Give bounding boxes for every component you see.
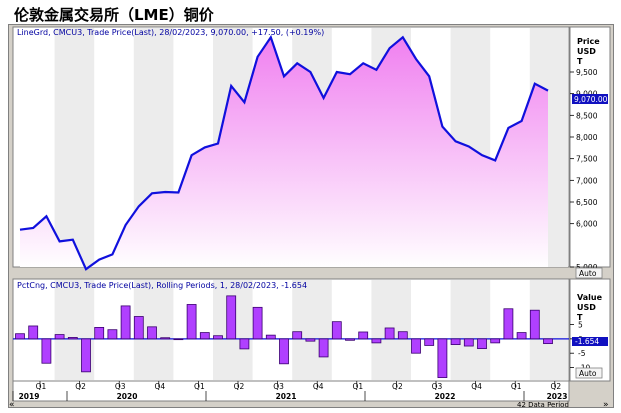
change-last-badge — [572, 337, 608, 346]
data-period-label: 42 Data Period — [517, 401, 569, 409]
x-year-label: 2022 — [435, 392, 456, 401]
change-bar — [226, 295, 237, 340]
change-bar — [450, 338, 461, 346]
price-area — [20, 37, 548, 270]
page-title: 伦敦金属交易所（LME）铜价 — [14, 6, 214, 24]
price-tick-label: 7,500 — [576, 155, 598, 164]
change-bar — [120, 305, 131, 340]
change-bar — [81, 338, 91, 373]
change-bar — [160, 337, 171, 340]
change-bar — [437, 338, 448, 378]
change-bar — [384, 327, 395, 340]
change-bar — [397, 331, 408, 340]
change-bar — [199, 332, 210, 340]
x-year-label: 2020 — [117, 392, 138, 401]
change-bar — [411, 338, 421, 354]
price-tick-label: 6,500 — [576, 198, 598, 207]
change-bar — [529, 309, 540, 340]
x-quarter-label: Q3 — [273, 382, 284, 391]
change-auto-label: Auto — [579, 369, 597, 378]
change-bar — [358, 331, 369, 340]
change-bar — [213, 335, 223, 340]
change-bar — [516, 332, 527, 340]
x-quarter-label: Q2 — [75, 382, 86, 391]
price-tick-label: 9,500 — [576, 68, 598, 77]
price-legend: LineGrd, CMCU3, Trade Price(Last), 28/02… — [17, 28, 324, 37]
x-quarter-label: Q4 — [313, 382, 324, 391]
x-quarter-label: Q1 — [352, 382, 363, 391]
x-quarter-label: Q3 — [115, 382, 126, 391]
price-tick-label: 6,000 — [576, 220, 598, 229]
price-axis-title-3: T — [577, 57, 583, 66]
change-bar — [67, 337, 78, 340]
price-last-badge — [572, 94, 608, 104]
x-quarter-label: Q2 — [550, 382, 561, 391]
change-tick-label: 5 — [578, 321, 583, 330]
change-bar — [147, 326, 157, 340]
change-axis-title-2: USD — [577, 303, 596, 312]
x-quarter-label: Q4 — [154, 382, 165, 391]
x-year-label: 2023 — [547, 392, 568, 401]
change-axis-panel — [569, 278, 611, 382]
price-auto-button[interactable] — [575, 267, 603, 279]
change-bar — [503, 308, 514, 340]
x-quarter-label: Q1 — [194, 382, 205, 391]
change-bar — [107, 329, 118, 340]
change-bar — [265, 334, 276, 340]
change-bar — [28, 325, 39, 340]
change-axis-title-1: Value — [577, 293, 603, 302]
price-last-value: 9,070.00 — [574, 95, 608, 104]
price-tick-label: 7,000 — [576, 176, 598, 185]
change-bar — [345, 338, 355, 341]
change-bar — [41, 338, 52, 364]
x-quarter-label: Q3 — [432, 382, 443, 391]
change-bar — [331, 321, 342, 340]
change-bar — [15, 333, 25, 340]
change-bar — [292, 331, 303, 340]
change-bar — [490, 338, 501, 344]
change-bar — [477, 338, 487, 350]
scroll-left-button[interactable]: « — [9, 400, 15, 409]
change-axis-title-3: T — [577, 313, 583, 322]
price-axis-title-2: USD — [577, 47, 596, 56]
price-tick-label: 5,000 — [576, 263, 598, 272]
change-auto-button[interactable] — [575, 367, 603, 379]
change-bar — [133, 316, 144, 340]
change-tick-label: -5 — [578, 349, 586, 358]
change-bar — [463, 338, 474, 347]
price-tick-label: 8,500 — [576, 111, 598, 120]
scroll-right-button[interactable]: » — [603, 400, 609, 409]
x-quarter-label: Q1 — [36, 382, 47, 391]
change-bar — [186, 304, 197, 340]
change-last-value: -1.654 — [575, 337, 599, 346]
change-bar — [54, 334, 65, 340]
change-quarter-band — [292, 280, 332, 380]
change-bar — [279, 338, 289, 365]
change-bar — [424, 338, 435, 346]
change-bar — [173, 338, 184, 341]
x-quarter-label: Q1 — [511, 382, 522, 391]
change-bar — [252, 306, 263, 340]
x-quarter-label: Q2 — [234, 382, 245, 391]
change-bar — [543, 338, 553, 345]
price-auto-label: Auto — [579, 269, 597, 278]
price-quarter-band — [54, 28, 95, 267]
change-bar — [239, 338, 250, 350]
price-axis-title-1: Price — [577, 37, 600, 46]
change-bar — [371, 338, 382, 344]
x-year-label: 2021 — [276, 392, 297, 401]
change-bar — [94, 326, 105, 340]
x-year-label: 2019 — [19, 392, 40, 401]
price-line — [19, 34, 549, 271]
price-tick-label: 8,000 — [576, 133, 598, 142]
change-bar — [318, 338, 329, 358]
x-quarter-label: Q4 — [471, 382, 482, 391]
change-quarter-band — [450, 280, 491, 380]
price-axis-panel — [569, 26, 611, 268]
x-quarter-label: Q2 — [392, 382, 403, 391]
chart-canvas: LineGrd, CMCU3, Trade Price(Last), 28/02… — [9, 26, 611, 409]
change-bar — [305, 338, 316, 342]
change-legend: PctCng, CMCU3, Trade Price(Last), Rollin… — [17, 281, 307, 290]
chart-window: LineGrd, CMCU3, Trade Price(Last), 28/02… — [8, 24, 614, 409]
